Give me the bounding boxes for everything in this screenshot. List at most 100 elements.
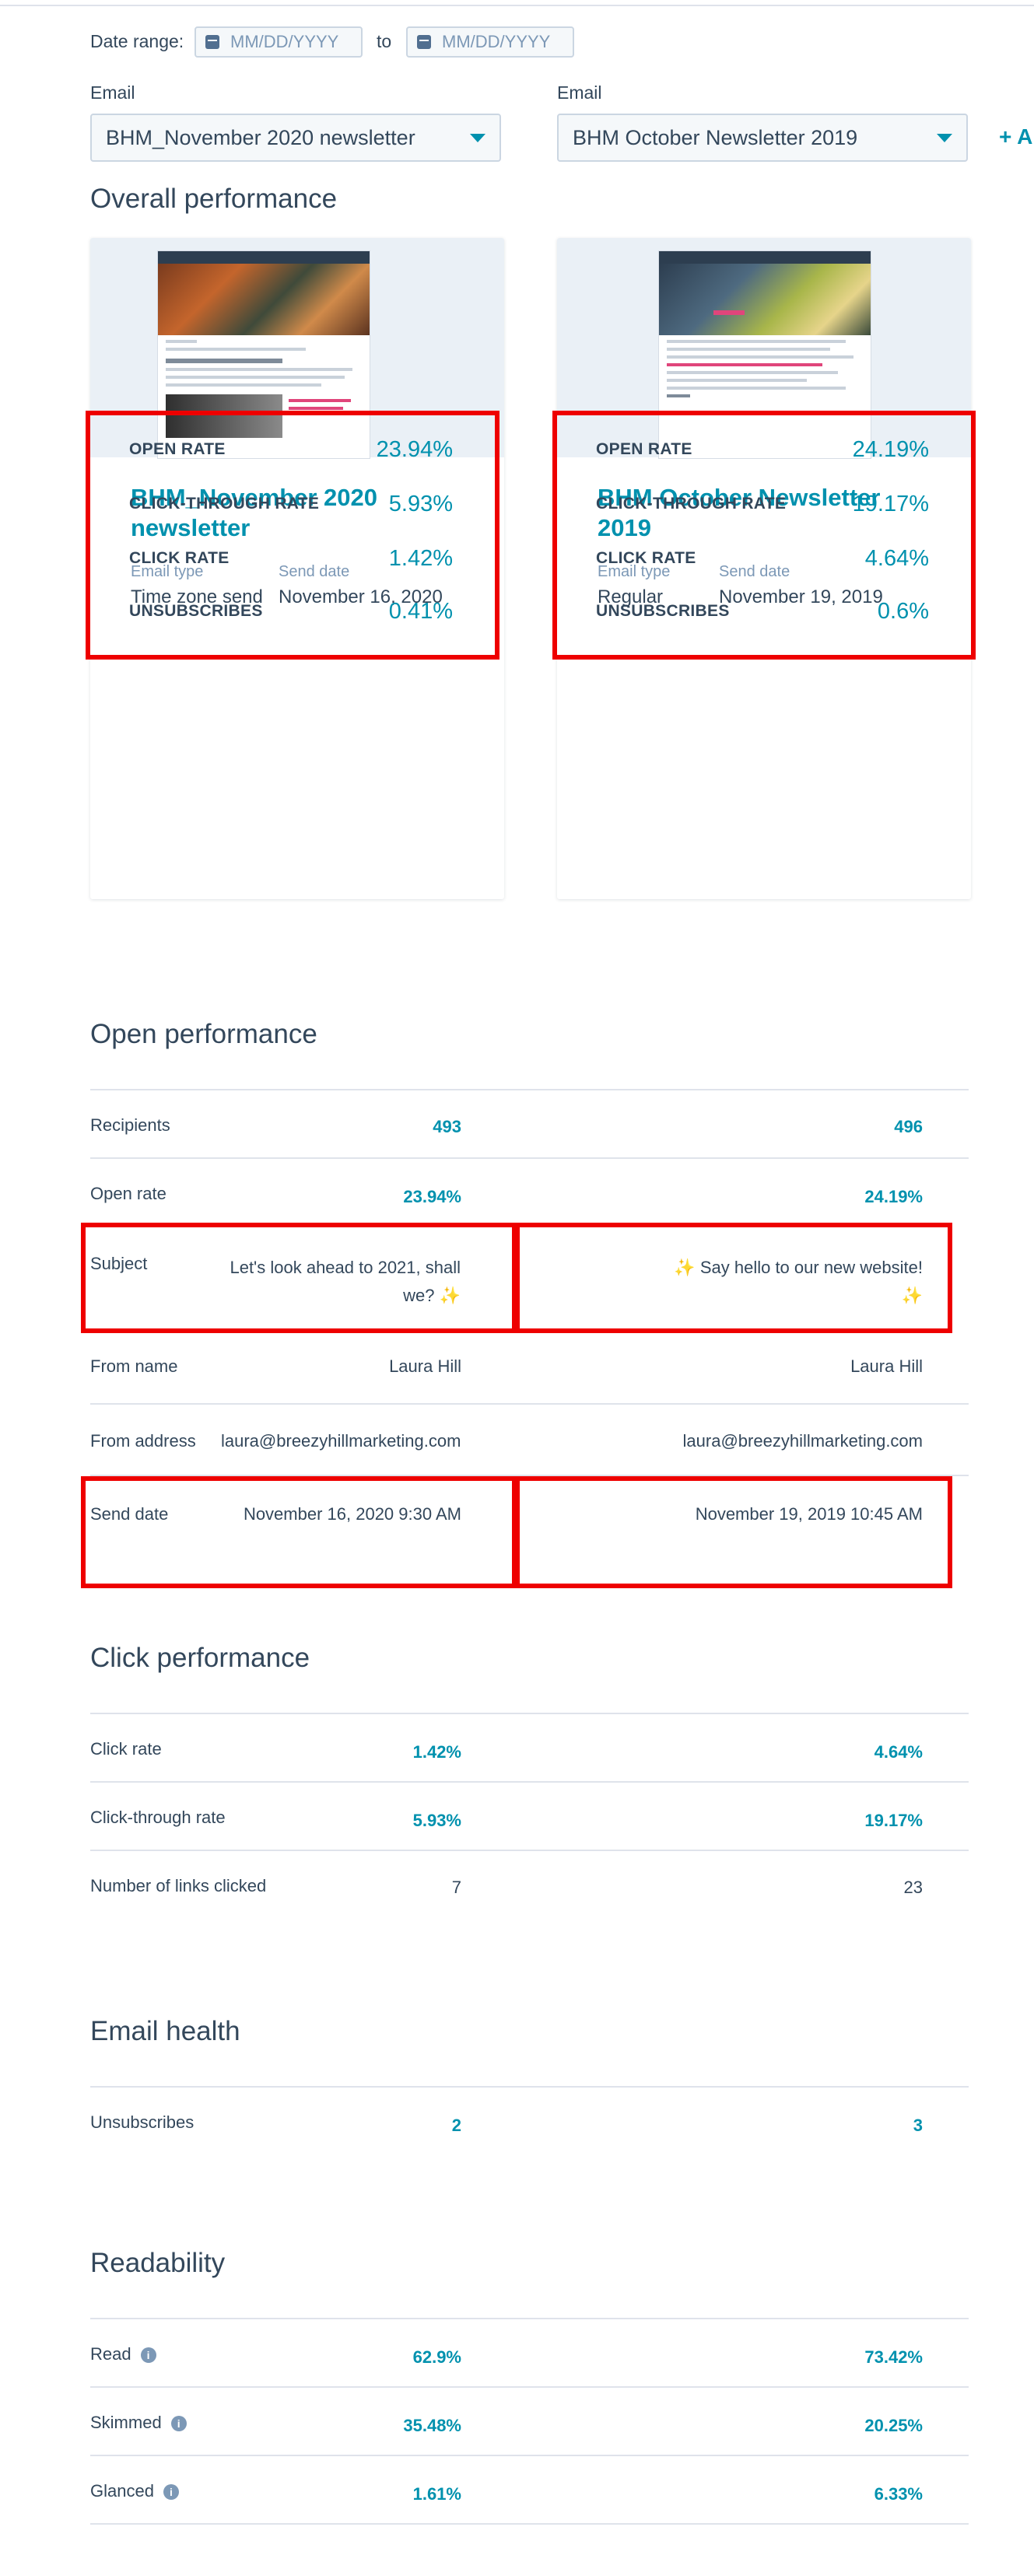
- divider: [90, 2523, 969, 2525]
- date-to-placeholder: MM/DD/YYYY: [442, 32, 551, 51]
- glanced-value-2: 6.33%: [874, 2484, 923, 2504]
- click-rate-value-1: 1.42%: [412, 1742, 461, 1762]
- open-performance-title: Open performance: [90, 1019, 317, 1049]
- divider: [90, 2318, 969, 2319]
- divider: [90, 1781, 969, 1783]
- subject-text-2: Say hello to our new website!: [699, 1258, 923, 1277]
- email-label: Email: [90, 82, 135, 103]
- divider: [90, 2086, 969, 2088]
- email-type-label: Email type: [131, 563, 204, 580]
- stat-row-open-rate: OPEN RATE 23.94%: [129, 436, 453, 464]
- click-through-rate-value-1: 5.93%: [412, 1811, 461, 1830]
- stat-row-click-rate: CLICK RATE 4.64%: [596, 544, 929, 572]
- info-icon[interactable]: i: [170, 2416, 187, 2432]
- date-to-label: to: [377, 31, 392, 51]
- email-type-value: Time zone send: [131, 586, 263, 607]
- stat-label: UNSUBSCRIBES: [129, 602, 263, 620]
- email-type-label: Email type: [598, 563, 671, 580]
- row-label-send-date: Send date: [90, 1504, 169, 1524]
- stat-value: 24.19%: [852, 436, 929, 462]
- email-preview: [90, 238, 504, 459]
- sparkles-icon: ✨: [439, 1286, 461, 1305]
- divider: [90, 2386, 969, 2388]
- email-type-value: Regular: [598, 586, 664, 607]
- unsubscribes-value-2: 3: [913, 2116, 923, 2135]
- sparkles-icon: ✨: [901, 1286, 923, 1305]
- stat-label: CLICK RATE: [596, 549, 696, 567]
- email-preview: [557, 238, 971, 459]
- stat-label: UNSUBSCRIBES: [596, 602, 730, 620]
- top-divider: [0, 0, 1034, 6]
- send-date-label: Send date: [279, 563, 350, 580]
- stat-value: 5.93%: [388, 491, 453, 516]
- stat-row-click-through-rate: CLICK-THROUGH RATE 5.93%: [129, 490, 453, 518]
- unsubscribes-value-1: 2: [451, 2116, 461, 2135]
- email-thumbnail: [157, 250, 370, 459]
- email-select-2[interactable]: BHM October Newsletter 2019: [557, 114, 968, 162]
- readability-title: Readability: [90, 2248, 226, 2278]
- send-date-value-2: November 19, 2019 10:45 AM: [695, 1504, 923, 1524]
- email-card-title[interactable]: BHM October Newsletter 2019: [598, 484, 881, 541]
- overall-performance-title: Overall performance: [90, 184, 338, 214]
- email-card-1[interactable]: BHM_November 2020 newsletter Email type …: [90, 238, 504, 899]
- send-date-value-1: November 16, 2020 9:30 AM: [243, 1504, 461, 1524]
- chevron-down-icon: [937, 133, 952, 142]
- glanced-value-1: 1.61%: [412, 2484, 461, 2504]
- subject-value-1: Let's look ahead to 2021, shall we? ✨: [210, 1254, 461, 1310]
- subject-text-1: Let's look ahead to 2021, shall we?: [230, 1258, 461, 1305]
- send-date-highlight-box-1: [81, 1476, 517, 1588]
- recipients-value-2: 496: [894, 1117, 923, 1136]
- click-through-rate-value-2: 19.17%: [864, 1811, 923, 1830]
- info-icon[interactable]: i: [140, 2347, 156, 2364]
- row-label-skimmed: Skimmed i: [90, 2413, 187, 2433]
- email-select-1[interactable]: BHM_November 2020 newsletter: [90, 114, 501, 162]
- chevron-down-icon: [470, 133, 485, 142]
- email-card-2[interactable]: BHM October Newsletter 2019 Email type S…: [557, 238, 971, 899]
- sparkles-icon: ✨: [674, 1258, 696, 1277]
- from-name-value-1: Laura Hill: [389, 1356, 461, 1376]
- read-label: Read: [90, 2344, 131, 2364]
- subject-highlight-box-2: [515, 1223, 952, 1333]
- row-label-from-address: From address: [90, 1431, 196, 1451]
- stat-row-unsubscribes: UNSUBSCRIBES 0.6%: [596, 597, 929, 625]
- stat-value: 0.41%: [388, 598, 453, 624]
- email-health-title: Email health: [90, 2016, 240, 2046]
- stat-label: OPEN RATE: [596, 440, 692, 458]
- read-value-2: 73.42%: [864, 2347, 923, 2367]
- email-card-title[interactable]: BHM_November 2020 newsletter: [131, 484, 378, 541]
- row-label-recipients: Recipients: [90, 1115, 170, 1135]
- divider: [90, 1475, 969, 1476]
- skimmed-label: Skimmed: [90, 2413, 162, 2432]
- from-address-value-2: laura@breezyhillmarketing.com: [682, 1431, 923, 1451]
- stat-label: CLICK RATE: [129, 549, 230, 567]
- divider: [90, 1089, 969, 1090]
- recipients-value-1: 493: [433, 1117, 461, 1136]
- read-value-1: 62.9%: [412, 2347, 461, 2367]
- row-label-click-rate: Click rate: [90, 1739, 162, 1759]
- stat-row-open-rate: OPEN RATE 24.19%: [596, 436, 929, 464]
- email-select-2-value: BHM October Newsletter 2019: [573, 125, 858, 149]
- divider: [90, 2455, 969, 2456]
- subject-value-2: ✨ Say hello to our new website! ✨: [646, 1254, 923, 1310]
- email-select-1-value: BHM_November 2020 newsletter: [106, 125, 415, 149]
- links-clicked-value-1: 7: [451, 1878, 461, 1897]
- row-label-click-through-rate: Click-through rate: [90, 1808, 226, 1827]
- stat-value: 1.42%: [388, 545, 453, 571]
- email-label: Email: [557, 82, 602, 103]
- date-from-input[interactable]: MM/DD/YYYY: [195, 26, 363, 58]
- date-to-input[interactable]: MM/DD/YYYY: [406, 26, 574, 58]
- row-label-read: Read i: [90, 2344, 156, 2364]
- links-clicked-value-2: 23: [903, 1878, 923, 1897]
- click-rate-value-2: 4.64%: [874, 1742, 923, 1762]
- date-from-placeholder: MM/DD/YYYY: [230, 32, 339, 51]
- add-email-button[interactable]: + A: [999, 124, 1033, 149]
- stat-value: 0.6%: [877, 598, 929, 624]
- skimmed-value-2: 20.25%: [864, 2416, 923, 2435]
- row-label-open-rate: Open rate: [90, 1184, 166, 1203]
- stat-value: 23.94%: [376, 436, 453, 462]
- stat-label: CLICK-THROUGH RATE: [596, 495, 787, 513]
- stats-highlight-box: OPEN RATE 23.94% CLICK-THROUGH RATE 5.93…: [86, 411, 499, 660]
- info-icon[interactable]: i: [163, 2484, 179, 2501]
- send-date-value: November 16, 2020: [279, 586, 443, 607]
- send-date-label: Send date: [719, 563, 790, 580]
